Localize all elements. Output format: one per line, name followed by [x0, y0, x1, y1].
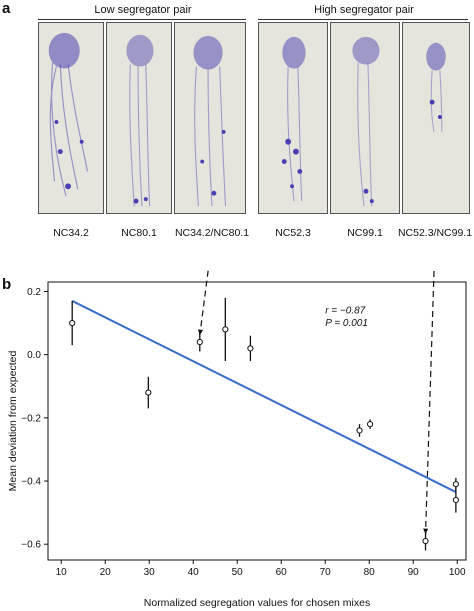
- annotation-r: r = −0.87: [325, 306, 365, 317]
- y-tick-label: −0.2: [21, 413, 41, 424]
- x-tick-label: 40: [188, 567, 200, 578]
- group-label-high: High segregator pair: [314, 4, 414, 16]
- y-axis-ticks: 0.2 0.0 −0.2 −0.4 −0.6: [21, 287, 48, 551]
- connector-arrowhead: [197, 329, 204, 336]
- connector-line: [424, 270, 435, 535]
- embryo-stain-2: [126, 34, 154, 207]
- y-tick-label: 0.2: [27, 287, 41, 298]
- data-point: [196, 338, 203, 346]
- data-point: [356, 427, 363, 434]
- connector-layer: [197, 270, 435, 535]
- segregation-chart: 10 20 30 40 50 60 70 80 90 100 0.2 0.0 −0.2 −0.4 −0.6…: [7, 270, 467, 609]
- embryo-image-nc52-3: [258, 22, 328, 214]
- connector-arrowhead: [423, 528, 429, 535]
- embryo-image-nc34-2-nc80-1: [174, 22, 246, 214]
- annotation-p: P = 0.001: [325, 318, 368, 329]
- x-tick-label: 30: [144, 567, 156, 578]
- x-axis-label: Normalized segregation values for chosen…: [144, 597, 370, 609]
- y-tick-label: −0.6: [21, 540, 41, 551]
- x-tick-label: 20: [100, 567, 112, 578]
- y-axis-label: Mean deviation from expected: [7, 351, 19, 492]
- data-point: [69, 319, 76, 327]
- embryo-image-nc34-2: [38, 22, 104, 214]
- embryo-stain-6: [426, 42, 446, 132]
- data-point: [222, 326, 229, 333]
- x-tick-label: 100: [449, 567, 466, 578]
- plot-frame: [47, 281, 467, 561]
- group-rule-high: [258, 19, 468, 20]
- image-label-nc52-3-nc99-1: NC52.3/NC99.1: [397, 227, 473, 239]
- connector-line: [199, 270, 209, 336]
- x-tick-label: 70: [320, 567, 332, 578]
- embryo-stain-3: [193, 35, 227, 207]
- embryo-stain-1: [48, 32, 89, 197]
- data-point: [366, 421, 374, 428]
- image-label-nc52-3: NC52.3: [275, 227, 311, 239]
- panel-a-letter: a: [2, 0, 11, 17]
- x-tick-label: 60: [276, 567, 288, 578]
- data-point: [422, 537, 429, 545]
- y-tick-label: 0.0: [27, 350, 41, 361]
- x-tick-label: 90: [408, 567, 420, 578]
- image-label-nc34-2: NC34.2: [53, 227, 89, 239]
- embryo-stain-5: [352, 36, 380, 207]
- embryo-stain-4: [281, 36, 306, 202]
- data-point: [247, 345, 254, 352]
- data-point: [452, 481, 459, 488]
- panel-b-letter: b: [2, 276, 12, 293]
- embryo-image-nc99-1: [330, 22, 400, 214]
- image-label-nc80-1: NC80.1: [121, 227, 157, 239]
- embryo-image-nc52-3-nc99-1: [402, 22, 470, 214]
- y-tick-label: −0.4: [21, 477, 41, 488]
- x-axis-ticks: 10 20 30 40 50 60 70 80 90 100: [56, 560, 466, 578]
- x-tick-label: 80: [364, 567, 376, 578]
- image-label-nc99-1: NC99.1: [347, 227, 383, 239]
- x-tick-label: 50: [232, 567, 244, 578]
- embryo-image-nc80-1: [106, 22, 172, 214]
- data-point: [145, 389, 152, 396]
- data-point: [452, 496, 459, 504]
- group-label-low: Low segregator pair: [94, 4, 192, 16]
- regression-line: [71, 300, 457, 493]
- x-tick-label: 10: [56, 567, 68, 578]
- data-points: [69, 297, 459, 551]
- group-rule-low: [38, 19, 246, 20]
- image-label-nc34-2-nc80-1: NC34.2/NC80.1: [174, 227, 250, 239]
